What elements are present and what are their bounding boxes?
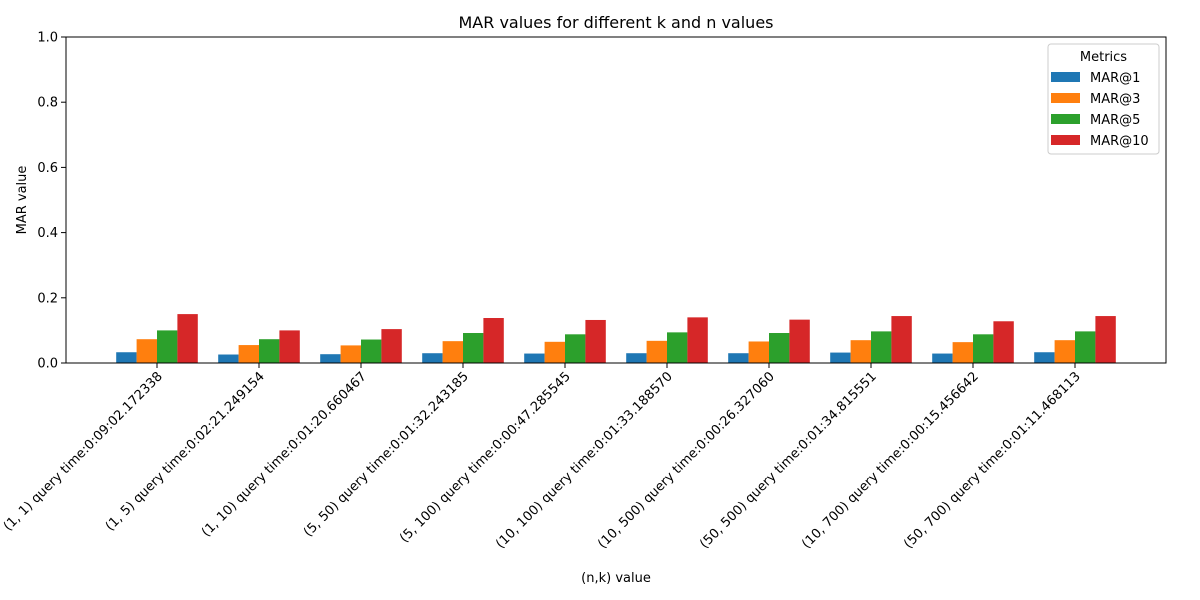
bar-mar3-3 (442, 341, 463, 363)
bar-mar5-0 (157, 330, 178, 363)
bar-mar5-9 (1075, 331, 1096, 363)
y-tick-label: 0.6 (37, 161, 58, 176)
bar-mar10-2 (381, 329, 402, 363)
legend-entry: MAR@10 (1090, 134, 1149, 149)
x-tick-label: (10, 700) query time:0:00:15.456642 (799, 369, 982, 552)
bar-mar10-3 (483, 318, 504, 363)
bar-mar1-2 (320, 354, 341, 363)
legend-swatch (1051, 93, 1080, 103)
bar-mar1-7 (830, 352, 851, 363)
bar-mar10-4 (585, 319, 606, 363)
bar-mar5-3 (463, 333, 484, 363)
x-tick-label: (50, 700) query time:0:01:11.468113 (901, 369, 1084, 552)
chart-title: MAR values for different k and n values (458, 13, 773, 32)
bar-mar1-9 (1034, 352, 1055, 363)
x-tick-label: (1, 1) query time:0:09:02.172338 (1, 369, 166, 534)
legend-frame (1047, 43, 1160, 155)
bar-mar3-1 (238, 345, 259, 363)
y-tick-label: 0.8 (37, 96, 58, 111)
bar-mar3-0 (136, 339, 157, 363)
x-tick-label: (5, 100) query time:0:00:47.285545 (397, 369, 574, 546)
legend-swatch (1051, 72, 1080, 82)
bar-mar10-8 (993, 321, 1014, 363)
y-tick-label: 0.0 (37, 357, 58, 372)
bar-mar10-6 (789, 319, 810, 363)
bar-mar3-7 (850, 340, 871, 363)
legend-swatch (1051, 114, 1080, 124)
bar-mar1-1 (218, 354, 239, 363)
bar-mar1-4 (524, 353, 545, 363)
bar-mar1-8 (932, 353, 953, 363)
bar-mar10-7 (891, 316, 912, 363)
bar-mar1-6 (728, 353, 749, 363)
plot-frame (65, 36, 1167, 364)
legend-entry: MAR@5 (1090, 113, 1140, 128)
bar-mar1-5 (626, 353, 647, 363)
bar-mar5-8 (973, 334, 994, 363)
bar-mar10-9 (1095, 316, 1116, 363)
y-tick-label: 0.2 (37, 291, 58, 306)
legend-entry: MAR@1 (1090, 71, 1140, 86)
y-tick-label: 0.4 (37, 226, 58, 241)
bar-mar3-6 (748, 341, 769, 363)
bar-mar3-9 (1054, 340, 1075, 363)
bar-mar3-4 (544, 341, 565, 363)
bar-mar5-5 (667, 332, 688, 363)
bar-mar10-5 (687, 317, 708, 363)
bar-mar1-3 (422, 353, 443, 363)
bars-layer (116, 314, 1116, 363)
y-axis-label: MAR value (15, 166, 30, 235)
legend-title: Metrics (1080, 50, 1127, 65)
bar-mar3-2 (340, 345, 361, 363)
x-tick-label: (5, 50) query time:0:01:32.243185 (301, 369, 472, 540)
bar-mar3-5 (646, 340, 667, 363)
bar-mar5-7 (871, 331, 892, 363)
x-axis: (1, 1) query time:0:09:02.172338(1, 5) q… (1, 363, 1084, 552)
x-tick-label: (10, 500) query time:0:00:26.327060 (595, 369, 778, 552)
x-axis-label: (n,k) value (581, 571, 651, 586)
x-tick-label: (50, 500) query time:0:01:34.815551 (697, 369, 880, 552)
bar-mar10-0 (177, 314, 198, 363)
legend: Metrics MAR@1 MAR@3 MAR@5 MAR@10 (1047, 43, 1160, 155)
bar-mar1-0 (116, 352, 137, 363)
x-tick-label: (10, 100) query time:0:01:33.188570 (493, 369, 676, 552)
bar-mar10-1 (279, 330, 300, 363)
bar-mar5-4 (565, 334, 586, 363)
bar-mar5-6 (769, 333, 790, 363)
y-axis: 0.0 0.2 0.4 0.6 0.8 1.0 (37, 31, 66, 372)
x-tick-label: (1, 10) query time:0:01:20.660467 (199, 369, 370, 540)
bar-mar5-2 (361, 339, 382, 363)
bar-mar3-8 (952, 342, 973, 363)
legend-entry: MAR@3 (1090, 92, 1140, 107)
y-tick-label: 1.0 (37, 31, 58, 46)
x-tick-label: (1, 5) query time:0:02:21.249154 (103, 369, 268, 534)
bar-mar5-1 (259, 339, 280, 363)
legend-swatch (1051, 135, 1080, 145)
